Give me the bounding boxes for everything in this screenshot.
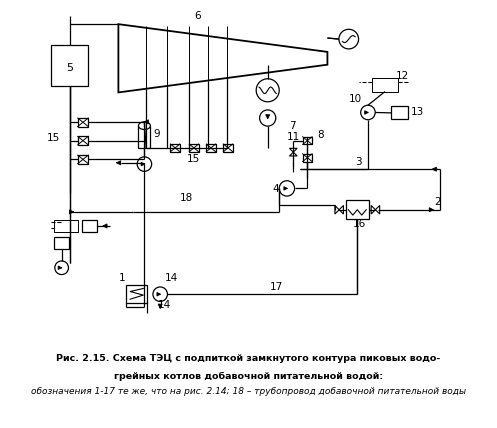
Text: 3: 3 xyxy=(355,157,362,167)
Bar xyxy=(303,137,312,145)
Bar xyxy=(78,137,88,145)
Text: 14: 14 xyxy=(165,273,178,282)
Bar xyxy=(54,220,79,232)
Text: 16: 16 xyxy=(353,219,366,229)
Text: 18: 18 xyxy=(179,193,193,203)
Polygon shape xyxy=(385,79,390,89)
Polygon shape xyxy=(371,205,375,214)
Text: 5: 5 xyxy=(66,63,73,73)
Bar xyxy=(139,126,151,148)
Text: 12: 12 xyxy=(396,71,409,81)
Polygon shape xyxy=(118,24,328,92)
Text: 14: 14 xyxy=(158,300,171,310)
Text: обозначения 1-17 те же, что на рис. 2.14; 18 – трубопровод добавочной питательно: обозначения 1-17 те же, что на рис. 2.14… xyxy=(31,387,466,396)
Circle shape xyxy=(279,181,295,196)
Bar xyxy=(206,144,216,152)
Text: 4: 4 xyxy=(272,184,279,194)
Text: Рис. 2.15. Схема ТЭЦ с подпиткой замкнутого контура пиковых водо-: Рис. 2.15. Схема ТЭЦ с подпиткой замкнут… xyxy=(56,354,441,363)
Bar xyxy=(170,144,180,152)
Bar xyxy=(303,154,312,161)
Circle shape xyxy=(259,110,276,126)
Text: 11: 11 xyxy=(287,132,300,142)
Text: 13: 13 xyxy=(411,107,424,117)
Polygon shape xyxy=(61,221,66,231)
Circle shape xyxy=(55,261,69,275)
Bar xyxy=(78,155,88,163)
Bar xyxy=(372,78,398,92)
Text: 9: 9 xyxy=(154,129,161,139)
Bar xyxy=(127,285,147,303)
Text: 6: 6 xyxy=(194,11,201,21)
Polygon shape xyxy=(335,205,339,214)
Polygon shape xyxy=(289,152,297,156)
Text: 17: 17 xyxy=(270,282,283,292)
Ellipse shape xyxy=(139,122,151,130)
Polygon shape xyxy=(375,205,380,214)
Text: 7: 7 xyxy=(289,121,296,131)
Text: грейных котлов добавочной питательной водой:: грейных котлов добавочной питательной во… xyxy=(114,372,383,381)
Bar xyxy=(345,200,369,219)
Text: 8: 8 xyxy=(317,131,324,140)
Polygon shape xyxy=(380,79,385,89)
Circle shape xyxy=(153,287,167,301)
Circle shape xyxy=(137,157,152,171)
Circle shape xyxy=(256,79,279,102)
Polygon shape xyxy=(289,148,297,152)
Text: 2: 2 xyxy=(434,197,441,208)
Bar xyxy=(82,220,97,232)
Bar xyxy=(78,118,88,127)
Bar xyxy=(189,144,199,152)
Circle shape xyxy=(361,105,375,120)
Polygon shape xyxy=(339,205,343,214)
Text: 10: 10 xyxy=(349,94,362,104)
Polygon shape xyxy=(66,221,71,231)
Text: 15: 15 xyxy=(47,133,60,143)
Bar xyxy=(51,45,87,86)
Circle shape xyxy=(339,29,358,49)
Text: 15: 15 xyxy=(187,154,200,163)
Bar xyxy=(392,107,409,119)
Bar xyxy=(54,238,69,250)
Bar xyxy=(223,144,233,152)
Text: 1: 1 xyxy=(119,273,125,283)
